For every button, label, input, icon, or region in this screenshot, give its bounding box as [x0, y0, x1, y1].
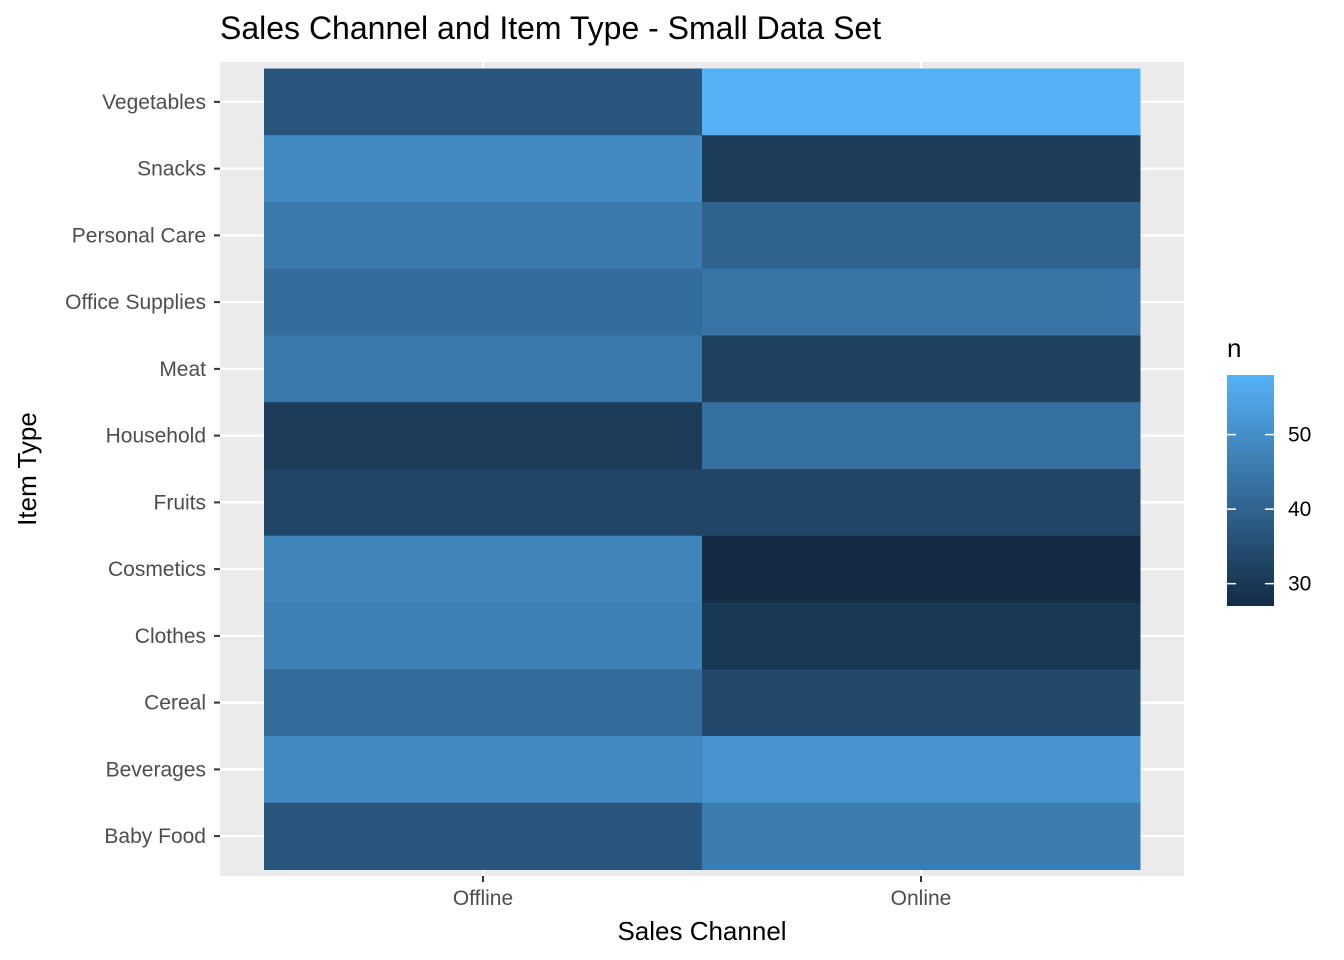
heatmap-cell	[702, 802, 1141, 870]
heatmap-cell	[702, 335, 1141, 403]
legend-tick-label: 30	[1288, 573, 1311, 596]
y-axis: Baby Food Beverages Cereal Clothes Cosmetics…	[65, 91, 220, 848]
heatmap-cell	[702, 669, 1141, 737]
y-tick-label: Household	[106, 425, 206, 448]
heatmap-cell	[702, 202, 1141, 270]
heatmap-cell	[264, 535, 703, 603]
heatmap-cell	[702, 68, 1141, 136]
heatmap-cell	[264, 602, 703, 670]
heatmap-cell	[702, 469, 1141, 537]
heatmap-cell	[264, 736, 703, 804]
heatmap-cell	[702, 602, 1141, 670]
y-tick-label: Beverages	[106, 758, 206, 781]
y-tick-label: Snacks	[137, 158, 206, 181]
legend-tick-label: 40	[1288, 498, 1311, 521]
heatmap-cell	[264, 669, 703, 737]
heatmap-cell	[702, 268, 1141, 336]
y-tick-label: Clothes	[135, 625, 206, 648]
y-axis-title: Item Type	[12, 412, 42, 526]
heatmap-cell	[264, 68, 703, 136]
legend-title: n	[1227, 333, 1241, 363]
heatmap-cell	[702, 736, 1141, 804]
heatmap-cell	[264, 802, 703, 870]
x-tick-label: Online	[891, 887, 952, 910]
color-legend: n 30 40 50	[1227, 333, 1311, 606]
heatmap-cell	[264, 268, 703, 336]
heatmap-cell	[702, 535, 1141, 603]
x-axis: Offline Online	[453, 876, 952, 910]
heatmap-cell	[264, 469, 703, 537]
heatmap-cell	[264, 335, 703, 403]
x-tick-label: Offline	[453, 887, 513, 910]
y-tick-label: Personal Care	[72, 224, 206, 247]
y-tick-label: Office Supplies	[65, 291, 206, 314]
x-axis-title: Sales Channel	[617, 916, 786, 946]
y-tick-label: Vegetables	[102, 91, 206, 114]
heatmap-cell	[264, 202, 703, 270]
legend-colorbar	[1227, 375, 1274, 606]
heatmap-cell	[264, 402, 703, 470]
y-tick-label: Meat	[159, 358, 206, 381]
y-tick-label: Baby Food	[104, 825, 206, 848]
heatmap-cells	[264, 68, 1141, 870]
legend-tick-label: 50	[1288, 424, 1311, 447]
chart-title: Sales Channel and Item Type - Small Data…	[220, 10, 881, 46]
y-tick-label: Cereal	[144, 692, 206, 715]
heatmap-cell	[264, 135, 703, 203]
y-tick-label: Fruits	[154, 491, 207, 514]
y-tick-label: Cosmetics	[108, 558, 206, 581]
heatmap-cell	[702, 135, 1141, 203]
heatmap-cell	[702, 402, 1141, 470]
